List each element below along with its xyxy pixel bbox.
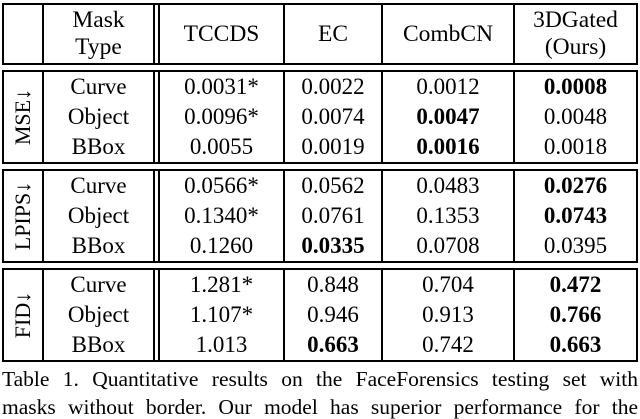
value-cell: 1.013 xyxy=(160,330,285,360)
value-cell: 1.107* xyxy=(160,300,285,330)
table-section-lpips: LPIPS↓ Curve 0.0566* 0.0562 0.0483 0.027… xyxy=(2,169,638,263)
table-section-mse: MSE↓ Curve 0.0031* 0.0022 0.0012 0.0008 … xyxy=(2,70,638,164)
value-cell-best: 0.663 xyxy=(549,332,602,357)
header-cell-ec: EC xyxy=(285,5,383,63)
ours-header-line1: 3DGated xyxy=(533,7,618,33)
header-cell-tccds: TCCDS xyxy=(160,5,285,63)
value-cell: 0.0018 xyxy=(543,134,608,159)
value-cell: 0.0395 xyxy=(543,233,608,258)
quantitative-results-table: Mask Type TCCDS EC CombCN 3DGated (Ours)… xyxy=(2,3,638,362)
value-cell: 0.0019 xyxy=(285,132,383,162)
value-cell: 0.0483 xyxy=(383,171,515,201)
value-cell: 0.0012 xyxy=(383,72,515,102)
value-cell-best: 0.0008 xyxy=(543,74,608,99)
mask-type-header-line1: Mask xyxy=(72,7,125,33)
metric-label-lpips: LPIPS↓ xyxy=(4,171,44,261)
value-cell: 0.742 xyxy=(383,330,515,360)
header-cell-ours: 3DGated (Ours) xyxy=(515,5,636,63)
value-cell: 0.946 xyxy=(285,300,383,330)
mask-type-cell: BBox xyxy=(44,231,160,261)
value-cell: 0.0055 xyxy=(160,132,285,162)
value-cell-best: 0.0335 xyxy=(285,231,383,261)
header-cell-combcn: CombCN xyxy=(383,5,515,63)
mask-type-cell: Object xyxy=(44,102,160,132)
mask-type-header: Mask Type xyxy=(44,5,160,63)
value-cell: 0.848 xyxy=(285,270,383,300)
metric-label-text: FID↓ xyxy=(10,291,36,339)
table-caption: Table 1. Quantitative results on the Fac… xyxy=(2,366,638,419)
value-cell-best: 0.472 xyxy=(549,272,602,297)
metric-label-text: MSE↓ xyxy=(10,88,35,146)
corner-cell xyxy=(4,5,44,63)
value-cell: 0.0562 xyxy=(285,171,383,201)
mask-type-cell: BBox xyxy=(44,132,160,162)
value-cell-best: 0.766 xyxy=(549,302,602,327)
metric-label-text: LPIPS↓ xyxy=(10,181,36,251)
value-cell: 1.281* xyxy=(160,270,285,300)
value-cell-best: 0.0743 xyxy=(543,203,608,228)
value-cell: 0.0022 xyxy=(285,72,383,102)
table-section-fid: FID↓ Curve 1.281* 0.848 0.704 0.472 Obje… xyxy=(2,268,638,362)
value-cell: 0.0031* xyxy=(160,72,285,102)
value-cell-best: 0.663 xyxy=(285,330,383,360)
mask-type-header-line2: Type xyxy=(75,34,122,60)
mask-type-cell: Curve xyxy=(44,171,160,201)
mask-type-cell: Object xyxy=(44,201,160,231)
mask-type-cell: Curve xyxy=(44,72,160,102)
value-cell: 0.0761 xyxy=(285,201,383,231)
value-cell: 0.704 xyxy=(383,270,515,300)
table-header-row: Mask Type TCCDS EC CombCN 3DGated (Ours) xyxy=(2,3,638,65)
value-cell-best: 0.0016 xyxy=(383,132,515,162)
value-cell: 0.0048 xyxy=(543,104,608,129)
value-cell: 0.0566* xyxy=(160,171,285,201)
ours-header-line2: (Ours) xyxy=(544,34,607,60)
value-cell: 0.913 xyxy=(383,300,515,330)
value-cell-best: 0.0047 xyxy=(383,102,515,132)
value-cell: 0.1260 xyxy=(160,231,285,261)
mask-type-cell: Object xyxy=(44,300,160,330)
value-cell: 0.0708 xyxy=(383,231,515,261)
table-caption-line1: Table 1. Quantitative results on the Fac… xyxy=(2,367,638,391)
mask-type-cell: BBox xyxy=(44,330,160,360)
value-cell: 0.0096* xyxy=(160,102,285,132)
table-caption-line2: masks without border. Our model has supe… xyxy=(2,394,638,419)
value-cell: 0.1353 xyxy=(383,201,515,231)
value-cell-best: 0.0276 xyxy=(543,173,608,198)
mask-type-cell: Curve xyxy=(44,270,160,300)
metric-label-mse: MSE↓ xyxy=(4,72,44,162)
value-cell: 0.0074 xyxy=(285,102,383,132)
metric-label-fid: FID↓ xyxy=(4,270,44,360)
value-cell: 0.1340* xyxy=(160,201,285,231)
